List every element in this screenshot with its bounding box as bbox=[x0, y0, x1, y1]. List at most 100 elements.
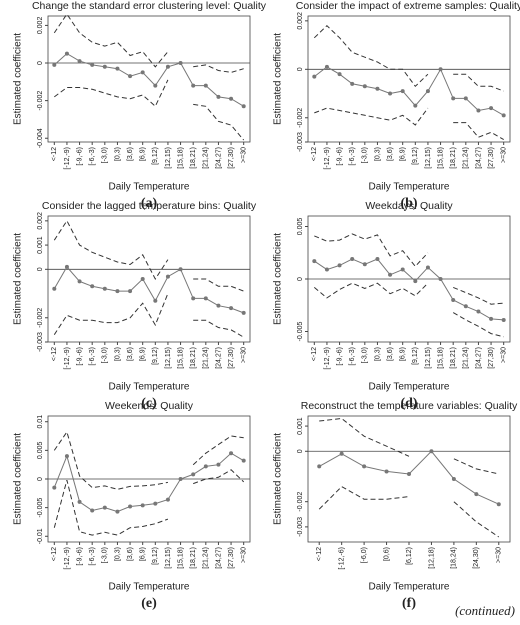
estimate-point bbox=[203, 296, 208, 301]
estimate-point bbox=[216, 303, 221, 308]
x-tick-label: <-12 bbox=[51, 347, 58, 361]
estimate-point bbox=[241, 104, 246, 109]
y-tick-label: 0.005 bbox=[37, 442, 44, 460]
estimate-point bbox=[178, 61, 183, 66]
x-tick-label: [0,3) bbox=[114, 547, 121, 561]
y-tick-label: 0.001 bbox=[297, 417, 304, 435]
estimate-point bbox=[102, 286, 107, 291]
y-tick-label: -0.002 bbox=[297, 492, 304, 512]
x-tick-label: [21,24) bbox=[203, 547, 210, 569]
estimate-line bbox=[53, 452, 244, 513]
estimate-point bbox=[350, 257, 355, 262]
estimate-point bbox=[64, 264, 69, 269]
x-tick-label: [3,6) bbox=[127, 347, 134, 361]
estimate-point bbox=[451, 96, 456, 101]
x-axis-label: Daily Temperature bbox=[109, 382, 190, 393]
estimate-point bbox=[216, 94, 221, 99]
estimate-point bbox=[90, 508, 95, 513]
estimate-point bbox=[476, 309, 481, 314]
y-axis-label: Estimated coefficient bbox=[13, 233, 24, 325]
ci-line bbox=[53, 219, 244, 292]
estimate-point bbox=[178, 477, 183, 481]
x-tick-label: [15,18) bbox=[177, 147, 184, 169]
x-tick-label: [9,12) bbox=[412, 147, 419, 165]
estimate-point bbox=[191, 472, 196, 477]
x-tick-label: [-12,-9) bbox=[64, 147, 71, 170]
x-tick-label: [24,30) bbox=[473, 547, 480, 569]
plot-frame bbox=[47, 215, 251, 343]
x-tick-label: [9,12) bbox=[412, 347, 419, 365]
x-tick-label: [6,9) bbox=[140, 347, 147, 361]
estimate-point bbox=[339, 451, 344, 456]
y-tick-label: -0.003 bbox=[297, 517, 304, 537]
estimate-point bbox=[438, 67, 443, 72]
y-tick-label: 0.001 bbox=[37, 236, 44, 254]
ci-line bbox=[313, 25, 504, 92]
estimate-point bbox=[384, 469, 389, 474]
estimate-point bbox=[90, 62, 95, 67]
x-tick-label: [18,21) bbox=[450, 147, 457, 169]
y-axis-label: Estimated coefficient bbox=[273, 433, 284, 525]
estimate-point bbox=[375, 257, 380, 262]
y-tick-label: -0.002 bbox=[37, 91, 44, 111]
x-tick-label: [21,24) bbox=[203, 347, 210, 369]
panel-title: Weekdays: Quality bbox=[365, 200, 453, 212]
estimate-point bbox=[425, 265, 430, 270]
ci-line bbox=[319, 417, 499, 475]
y-tick-label: 0.002 bbox=[297, 12, 304, 30]
x-tick-label: [-9,-6) bbox=[76, 347, 83, 366]
panel-label: (a) bbox=[141, 196, 158, 211]
y-tick-label: 0 bbox=[37, 267, 44, 271]
x-tick-label: <-12 bbox=[311, 347, 318, 361]
ci-line bbox=[53, 293, 244, 338]
panel-title: Change the standard error clustering lev… bbox=[32, 0, 267, 12]
footnote: (continued) bbox=[455, 603, 515, 618]
estimate-point bbox=[337, 72, 342, 77]
x-axis-label: Daily Temperature bbox=[109, 582, 190, 593]
x-tick-label: [-9,-6) bbox=[76, 147, 83, 166]
x-axis-label: Daily Temperature bbox=[369, 582, 450, 593]
x-tick-label: [0,3) bbox=[114, 147, 121, 161]
x-tick-label: >=30 bbox=[501, 347, 508, 363]
x-tick-label: <-12 bbox=[316, 547, 323, 561]
estimate-point bbox=[153, 501, 158, 506]
estimate-point bbox=[362, 464, 367, 469]
estimate-point bbox=[451, 298, 456, 302]
estimate-point bbox=[153, 83, 158, 88]
y-tick-label: -0.004 bbox=[37, 128, 44, 148]
estimate-point bbox=[203, 464, 208, 469]
x-tick-label: [27,30) bbox=[488, 347, 495, 369]
estimate-line bbox=[314, 258, 504, 321]
estimate-point bbox=[64, 51, 69, 56]
estimate-point bbox=[407, 471, 411, 476]
x-tick-label: <-12 bbox=[311, 147, 318, 161]
x-tick-label: [24,27) bbox=[215, 547, 222, 569]
estimate-point bbox=[229, 96, 234, 101]
x-axis-label: Daily Temperature bbox=[369, 382, 450, 393]
x-tick-label: [-3,0) bbox=[102, 547, 109, 563]
ci-line bbox=[54, 79, 245, 141]
y-axis-label: Estimated coefficient bbox=[273, 33, 284, 125]
x-tick-label: [15,18) bbox=[177, 347, 184, 369]
x-tick-label: [-3,0) bbox=[102, 147, 109, 163]
estimate-point bbox=[128, 504, 133, 509]
x-tick-label: <-12 bbox=[51, 547, 58, 561]
x-tick-label: [12,15) bbox=[425, 347, 432, 369]
estimate-point bbox=[229, 306, 234, 311]
y-tick-label: 0 bbox=[297, 277, 304, 281]
y-tick-label: -0.003 bbox=[37, 332, 44, 352]
x-tick-label: [-6,-3) bbox=[349, 347, 356, 366]
x-tick-label: [27,30) bbox=[488, 147, 495, 169]
x-tick-label: [-6,-3) bbox=[89, 347, 96, 366]
ci-line bbox=[313, 282, 504, 338]
x-tick-label: [15,18) bbox=[437, 347, 444, 369]
estimate-point bbox=[350, 81, 355, 86]
estimate-point bbox=[317, 464, 322, 469]
estimate-point bbox=[438, 277, 443, 281]
x-tick-label: [9,12) bbox=[152, 347, 159, 365]
x-tick-label: [18,24) bbox=[451, 547, 458, 569]
x-tick-label: [-12,-9) bbox=[324, 147, 331, 170]
estimate-point bbox=[102, 505, 107, 510]
panel-label: (e) bbox=[141, 596, 157, 611]
